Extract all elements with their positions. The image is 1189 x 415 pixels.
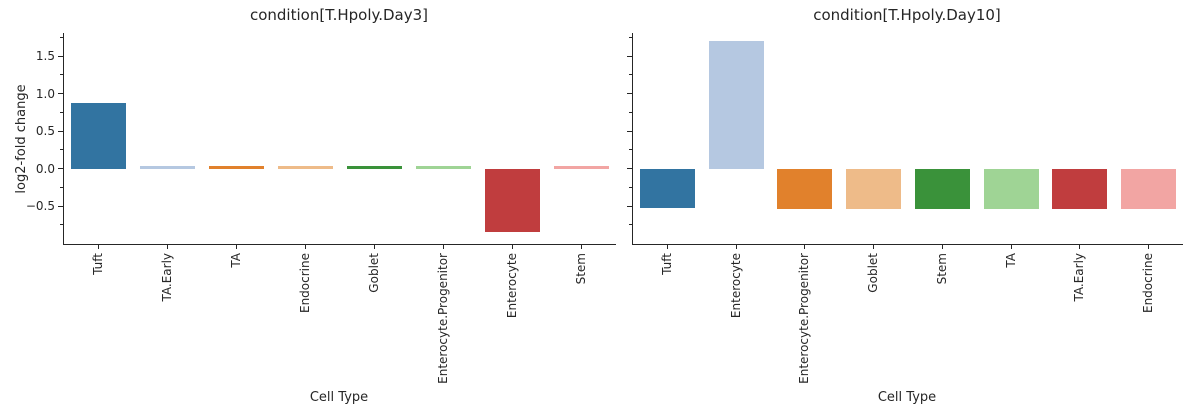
y-tick-label: 0.0 [35,161,55,176]
x-tick-label: TA.Early [160,253,174,302]
x-tick-label: Stem [574,253,588,285]
x-tick-label: Goblet [866,253,881,293]
y-major-tick [58,205,63,207]
y-tick-label: −0.5 [25,199,55,214]
x-tick-label: Endocrine [298,253,312,313]
x-tick [443,244,444,249]
bar-enterocyte [708,41,764,169]
bar-ta-early [1052,168,1108,210]
y-minor-tick [60,74,63,76]
y-major-tick [58,55,63,57]
y-minor-tick [629,186,632,188]
x-tick [374,244,375,249]
bar-enterocyte-progenitor [415,166,472,169]
y-minor-tick [629,224,632,226]
y-major-tick [627,55,632,57]
x-tick [512,244,513,249]
x-tick-label: TA [1003,253,1018,268]
bar-enterocyte [484,168,541,233]
x-tick [167,244,168,249]
y-major-tick [627,205,632,207]
y-tick-label: 1.0 [35,86,55,101]
x-tick [735,244,737,249]
x-tick [804,244,806,249]
x-tick [236,244,237,249]
x-tick [666,244,668,249]
x-tick [98,244,99,249]
x-tick [873,244,875,249]
y-major-tick [58,130,63,132]
x-tick-label: Goblet [367,253,381,293]
bar-ta [983,168,1039,210]
y-minor-tick [629,149,632,151]
y-minor-tick [629,74,632,76]
x-tick-label: Endocrine [1141,253,1156,313]
x-axis-label-day3: Cell Type [309,390,369,405]
x-tick-label: TA.Early [1072,253,1087,302]
y-major-tick [58,168,63,170]
bar-goblet [846,168,902,210]
bar-stem [914,168,970,210]
bar-enterocyte-progenitor [777,168,833,210]
y-minor-tick [629,111,632,113]
bar-stem [553,166,610,169]
y-major-tick [58,93,63,95]
y-minor-tick [60,111,63,113]
bar-endocrine [277,166,334,169]
bar-endocrine [1121,168,1177,210]
x-tick-label: Stem [934,253,949,285]
y-tick-label: 0.5 [35,124,55,139]
bar-tuft [639,168,695,209]
y-minor-tick [629,36,632,38]
x-tick [305,244,306,249]
y-major-tick [627,93,632,95]
x-tick-label: Enterocyte [728,253,743,319]
y-minor-tick [60,149,63,151]
x-axis-label-day10: Cell Type [877,390,937,405]
panel-title-day3: condition[T.Hpoly.Day3] [249,6,429,24]
y-major-tick [627,168,632,170]
y-major-tick [627,130,632,132]
x-tick [1079,244,1081,249]
plot-area-day10: Tuft Enterocyte Enterocyte.Progenitor Goble… [627,33,1183,384]
x-tick [581,244,582,249]
x-tick [941,244,943,249]
y-minor-tick [60,36,63,38]
x-tick-label: Tuft [659,253,674,275]
panel-title-day10: condition[T.Hpoly.Day10] [813,6,1001,24]
y-tick-label: 1.5 [35,49,55,64]
bar-ta-early [139,166,196,169]
x-tick [1148,244,1150,249]
x-tick-label: TA [229,253,243,268]
x-tick-label: Enterocyte [505,253,519,319]
bar-goblet [346,166,403,169]
y-axis-label: log2-fold change [14,84,29,194]
y-minor-tick [60,186,63,188]
x-tick [1010,244,1012,249]
x-tick-label: Enterocyte.Progenitor [436,253,450,384]
bar-ta [208,166,265,169]
y-minor-tick [60,224,63,226]
x-tick-label: Tuft [91,253,105,275]
plot-area-day3: 1.5 1.0 0.5 0.0 −0.5 Tuft TA.Early TA Endocrine G… [26,33,616,384]
x-tick-label: Enterocyte.Progenitor [797,253,812,384]
bar-tuft [70,103,127,169]
